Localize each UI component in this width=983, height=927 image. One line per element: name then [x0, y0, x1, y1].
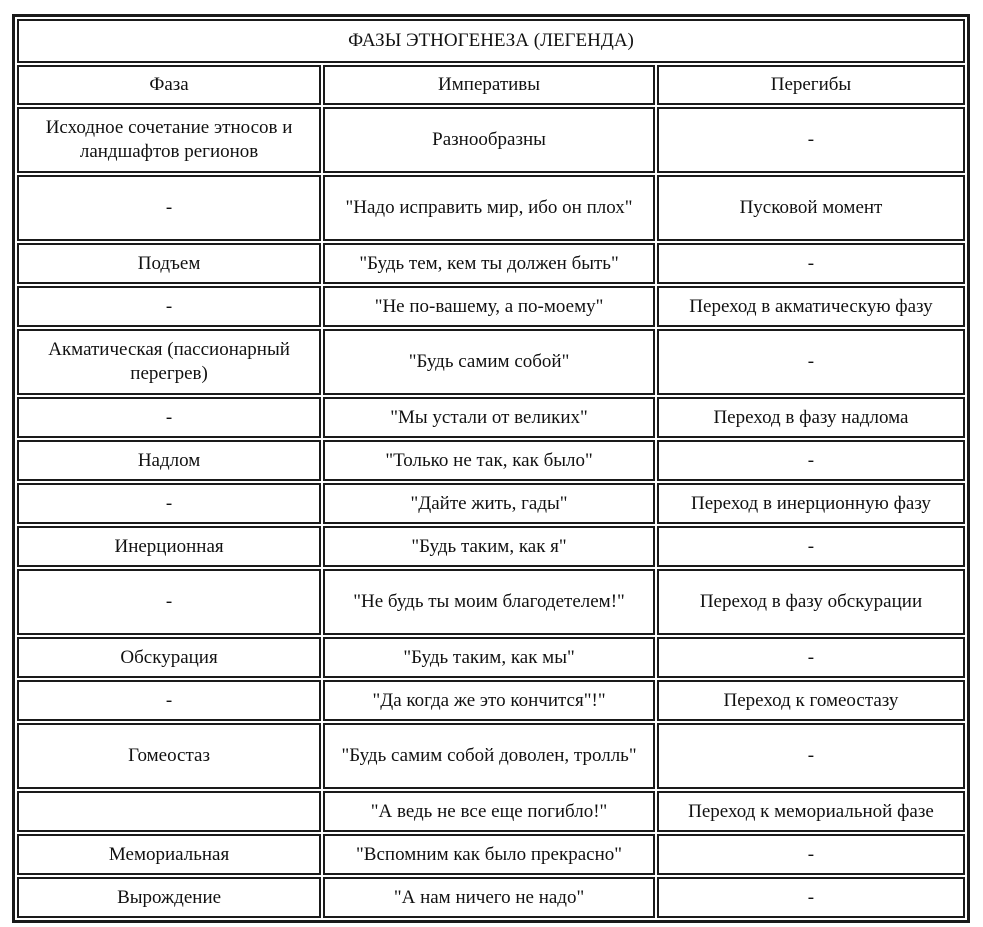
imperative-cell: "Будь самим собой" [323, 329, 655, 395]
header-inflections: Перегибы [656, 65, 965, 105]
inflection-cell: Переход к мемориальной фазе [656, 791, 965, 832]
phase-cell: Инерционная [17, 526, 322, 567]
table-row: "А ведь не все еще погибло!" Переход к ме… [17, 791, 965, 832]
imperative-cell: "А нам ничего не надо" [323, 877, 655, 918]
table-row: Мемориальная "Вспомним как было прекрасно… [17, 834, 965, 875]
imperative-cell: "Только не так, как было" [323, 440, 655, 481]
imperative-cell: "Не по-вашему, а по-моему" [323, 286, 655, 327]
phase-cell: Надлом [17, 440, 322, 481]
imperative-cell: "Не будь ты моим благодетелем!" [323, 569, 655, 635]
phase-cell: - [17, 569, 322, 635]
phase-cell: Подъем [17, 243, 322, 284]
inflection-cell: Пусковой момент [656, 175, 965, 241]
table-row: - "Мы устали от великих" Переход в фазу на… [17, 397, 965, 438]
table-row: Инерционная "Будь таким, как я" - [17, 526, 965, 567]
inflection-cell: - [656, 107, 965, 173]
phase-cell: - [17, 175, 322, 241]
table-title: ФАЗЫ ЭТНОГЕНЕЗА (ЛЕГЕНДА) [17, 19, 965, 63]
inflection-cell: Переход в инерционную фазу [656, 483, 965, 524]
inflection-cell: - [656, 243, 965, 284]
inflection-cell: - [656, 834, 965, 875]
header-imperatives: Императивы [323, 65, 655, 105]
phase-cell: - [17, 286, 322, 327]
inflection-cell: Переход в фазу надлома [656, 397, 965, 438]
phase-cell: Вырождение [17, 877, 322, 918]
header-phase: Фаза [17, 65, 322, 105]
phase-cell: Мемориальная [17, 834, 322, 875]
phase-cell: Исходное сочетание этносов и ландшафтов … [17, 107, 322, 173]
table-row: Надлом "Только не так, как было" - [17, 440, 965, 481]
phase-cell: - [17, 680, 322, 721]
imperative-cell: "Дайте жить, гады" [323, 483, 655, 524]
inflection-cell: Переход к гомеостазу [656, 680, 965, 721]
table-row: - "Дайте жить, гады" Переход в инерционную… [17, 483, 965, 524]
table-row: - "Надо исправить мир, ибо он плох" Пусков… [17, 175, 965, 241]
inflection-cell: - [656, 637, 965, 678]
table-row: Исходное сочетание этносов и ландшафтов … [17, 107, 965, 173]
imperative-cell: "Будь самим собой доволен, тролль" [323, 723, 655, 789]
table-row: Обскурация "Будь таким, как мы" - [17, 637, 965, 678]
inflection-cell: - [656, 526, 965, 567]
imperative-cell: "А ведь не все еще погибло!" [323, 791, 655, 832]
imperative-cell: "Будь таким, как мы" [323, 637, 655, 678]
phase-cell: Гомеостаз [17, 723, 322, 789]
inflection-cell: Переход в акматическую фазу [656, 286, 965, 327]
inflection-cell: - [656, 329, 965, 395]
phase-cell: Акматическая (пассионарный перегрев) [17, 329, 322, 395]
imperative-cell: "Будь таким, как я" [323, 526, 655, 567]
table-row: - "Не будь ты моим благодетелем!" Переход … [17, 569, 965, 635]
imperative-cell: "Надо исправить мир, ибо он плох" [323, 175, 655, 241]
inflection-cell: - [656, 440, 965, 481]
table-row: - "Не по-вашему, а по-моему" Переход в акм… [17, 286, 965, 327]
imperative-cell: "Да когда же это кончится"!" [323, 680, 655, 721]
header-row: Фаза Императивы Перегибы [17, 65, 965, 105]
table-row: Подъем "Будь тем, кем ты должен быть" - [17, 243, 965, 284]
phase-cell: - [17, 483, 322, 524]
phase-cell: - [17, 397, 322, 438]
table-row: Вырождение "А нам ничего не надо" - [17, 877, 965, 918]
imperative-cell: Разнообразны [323, 107, 655, 173]
phase-cell [17, 791, 322, 832]
table-row: Гомеостаз "Будь самим собой доволен, трол… [17, 723, 965, 789]
imperative-cell: "Мы устали от великих" [323, 397, 655, 438]
title-row: ФАЗЫ ЭТНОГЕНЕЗА (ЛЕГЕНДА) [17, 19, 965, 63]
inflection-cell: - [656, 723, 965, 789]
ethnogenesis-phases-table: ФАЗЫ ЭТНОГЕНЕЗА (ЛЕГЕНДА) Фаза Императив… [12, 14, 970, 923]
imperative-cell: "Будь тем, кем ты должен быть" [323, 243, 655, 284]
inflection-cell: Переход в фазу обскурации [656, 569, 965, 635]
table-row: Акматическая (пассионарный перегрев) "Буд… [17, 329, 965, 395]
table-row: - "Да когда же это кончится"!" Переход к г… [17, 680, 965, 721]
inflection-cell: - [656, 877, 965, 918]
phase-cell: Обскурация [17, 637, 322, 678]
imperative-cell: "Вспомним как было прекрасно" [323, 834, 655, 875]
